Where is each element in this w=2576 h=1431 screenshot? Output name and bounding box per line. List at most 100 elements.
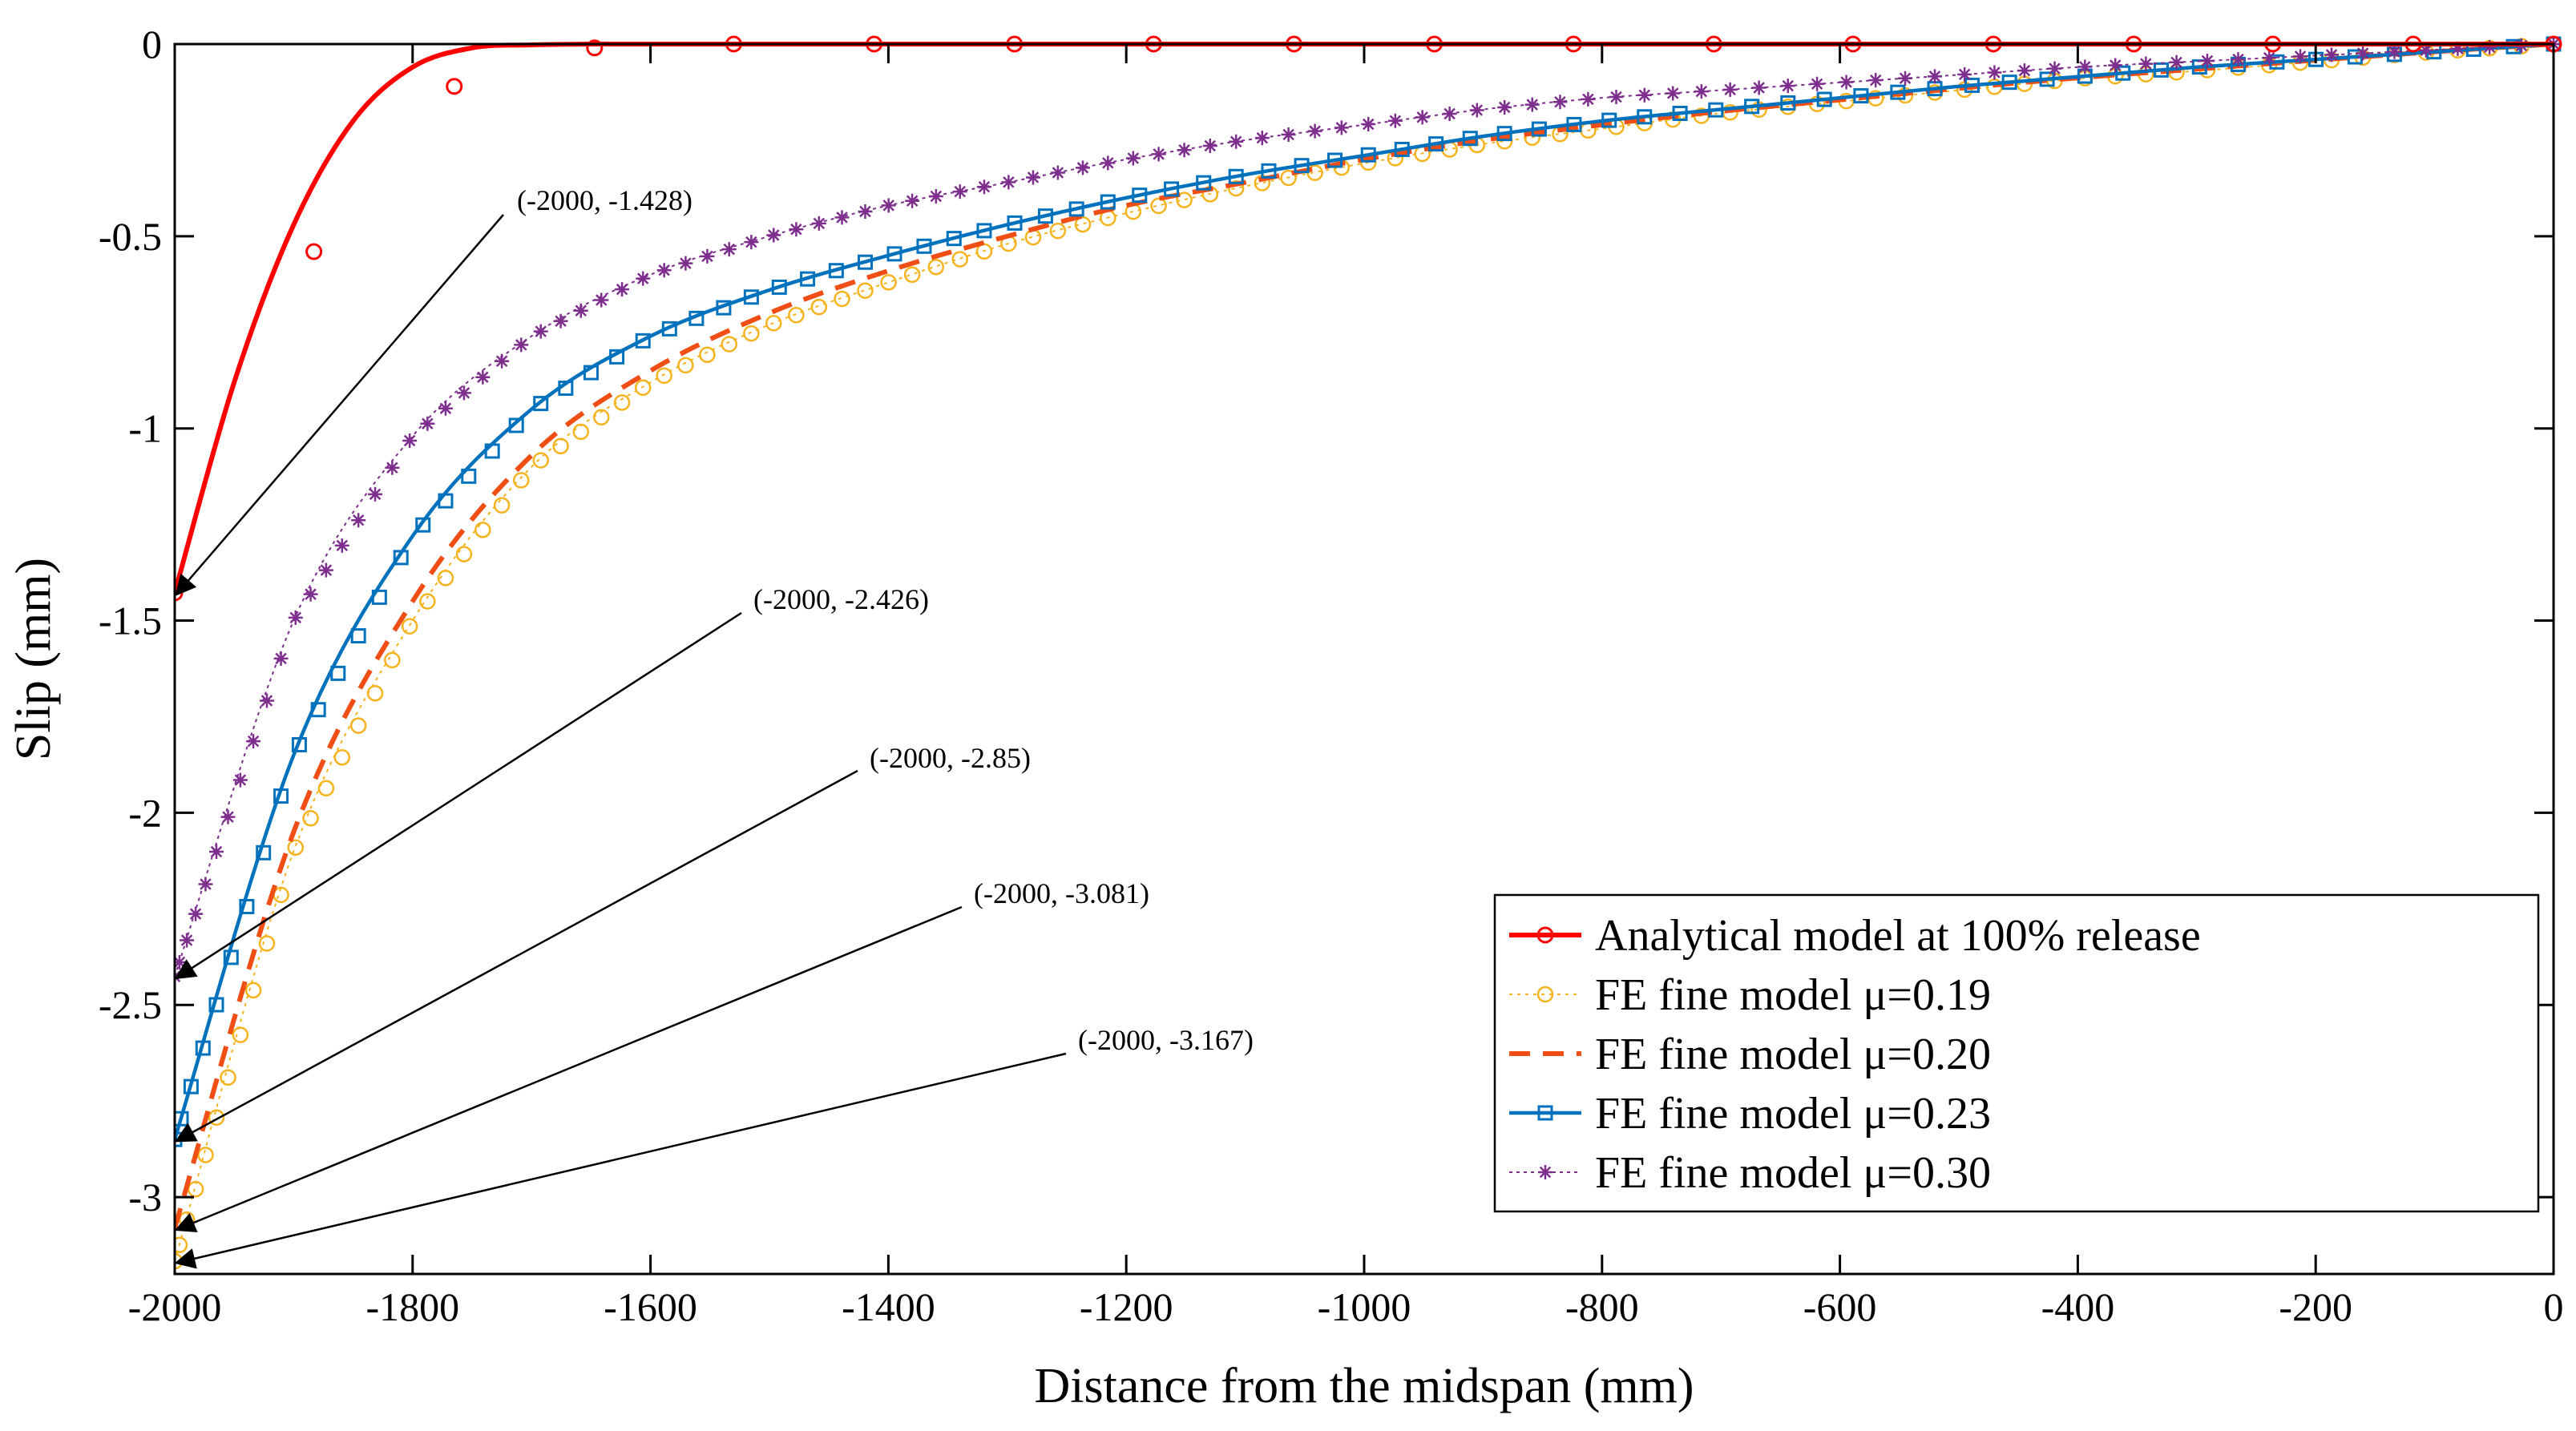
data-point [533,396,549,412]
annotation-label: (-2000, -3.081) [974,877,1149,909]
data-point [1334,120,1349,135]
data-point [700,248,715,264]
data-point [1810,76,1825,91]
data-point [635,333,651,349]
x-tick-label: -800 [1565,1284,1639,1329]
data-point [2293,49,2308,64]
data-point [1361,117,1376,132]
data-point [771,279,787,295]
data-point [1001,175,1016,190]
data-point [1531,121,1547,137]
data-point [721,242,737,257]
data-point [1552,95,1568,110]
y-tick-label: 0 [142,22,162,67]
data-point [402,433,418,448]
data-point [493,497,511,514]
data-point [438,401,453,416]
data-point [287,839,305,856]
data-point [1049,222,1067,240]
data-point [1538,1165,1552,1179]
legend: Analytical model at 100% release FE fine … [1493,893,2540,1213]
data-point [1853,88,1869,104]
x-tick-label: -1000 [1318,1284,1411,1329]
data-point [1327,152,1343,168]
data-point [1164,181,1180,197]
data-point [384,651,401,669]
data-point [857,254,873,270]
data-point [634,379,652,397]
annotation-arrow [174,769,858,1143]
data-point [385,460,400,475]
annotation-label: (-2000, -1.428) [517,184,692,216]
data-point [1637,87,1652,103]
data-point [2262,50,2277,66]
x-tick-label: -1600 [604,1284,697,1329]
data-point [209,844,224,860]
data-point [1068,201,1084,217]
data-point [393,550,409,566]
data-point [208,1109,225,1127]
data-point [350,628,366,644]
data-point [2153,62,2169,78]
data-point [743,324,760,342]
data-point [928,188,943,204]
data-point [613,394,631,411]
data-point [573,303,588,318]
data-point [461,468,477,484]
data-point [303,587,318,602]
data-point [1125,151,1141,166]
data-point [259,693,274,708]
y-tick-label: -0.5 [99,214,162,259]
x-tick-label: -1800 [365,1284,459,1329]
legend-box [1493,893,2540,1213]
data-point [927,258,945,276]
data-point [318,562,333,578]
data-point [583,365,599,381]
data-point [1666,86,1681,101]
data-point [1387,113,1403,128]
data-point [2169,54,2184,70]
data-point [2269,54,2285,70]
data-point [677,357,694,374]
data-point [330,665,346,681]
data-point [721,336,738,353]
data-point [1176,191,1193,208]
data-point [880,274,897,291]
data-point [1428,136,1444,152]
data-point [1026,170,1041,185]
data-point [1868,73,1884,88]
series-line [175,42,2554,1140]
data-point [305,243,323,260]
data-point [474,522,491,538]
data-point [952,184,967,200]
data-point [273,651,289,666]
data-point [232,772,248,788]
annotation-label: (-2000, -3.167) [1078,1024,1254,1056]
data-point [828,263,844,279]
legend-entry: FE fine model μ=0.30 [1595,1148,1991,1198]
data-point [334,538,349,553]
data-point [1890,84,1906,100]
data-point [2231,52,2246,67]
data-point [1100,194,1116,210]
data-point [716,300,732,316]
data-point [256,844,272,861]
data-point [220,809,236,824]
data-point [656,263,672,278]
data-point [886,246,902,262]
data-point [317,780,335,796]
data-point [1637,109,1653,125]
data-point [1074,216,1092,233]
data-point [198,877,213,892]
y-tick-label: -3 [128,1175,162,1219]
data-point [558,381,574,397]
data-point [916,238,932,254]
data-point [1281,127,1296,142]
data-point [789,222,804,237]
y-tick-label: -2.5 [99,982,162,1027]
data-point [1261,163,1277,179]
data-point [810,298,828,316]
data-point [1609,90,1624,105]
data-point [1415,110,1430,125]
